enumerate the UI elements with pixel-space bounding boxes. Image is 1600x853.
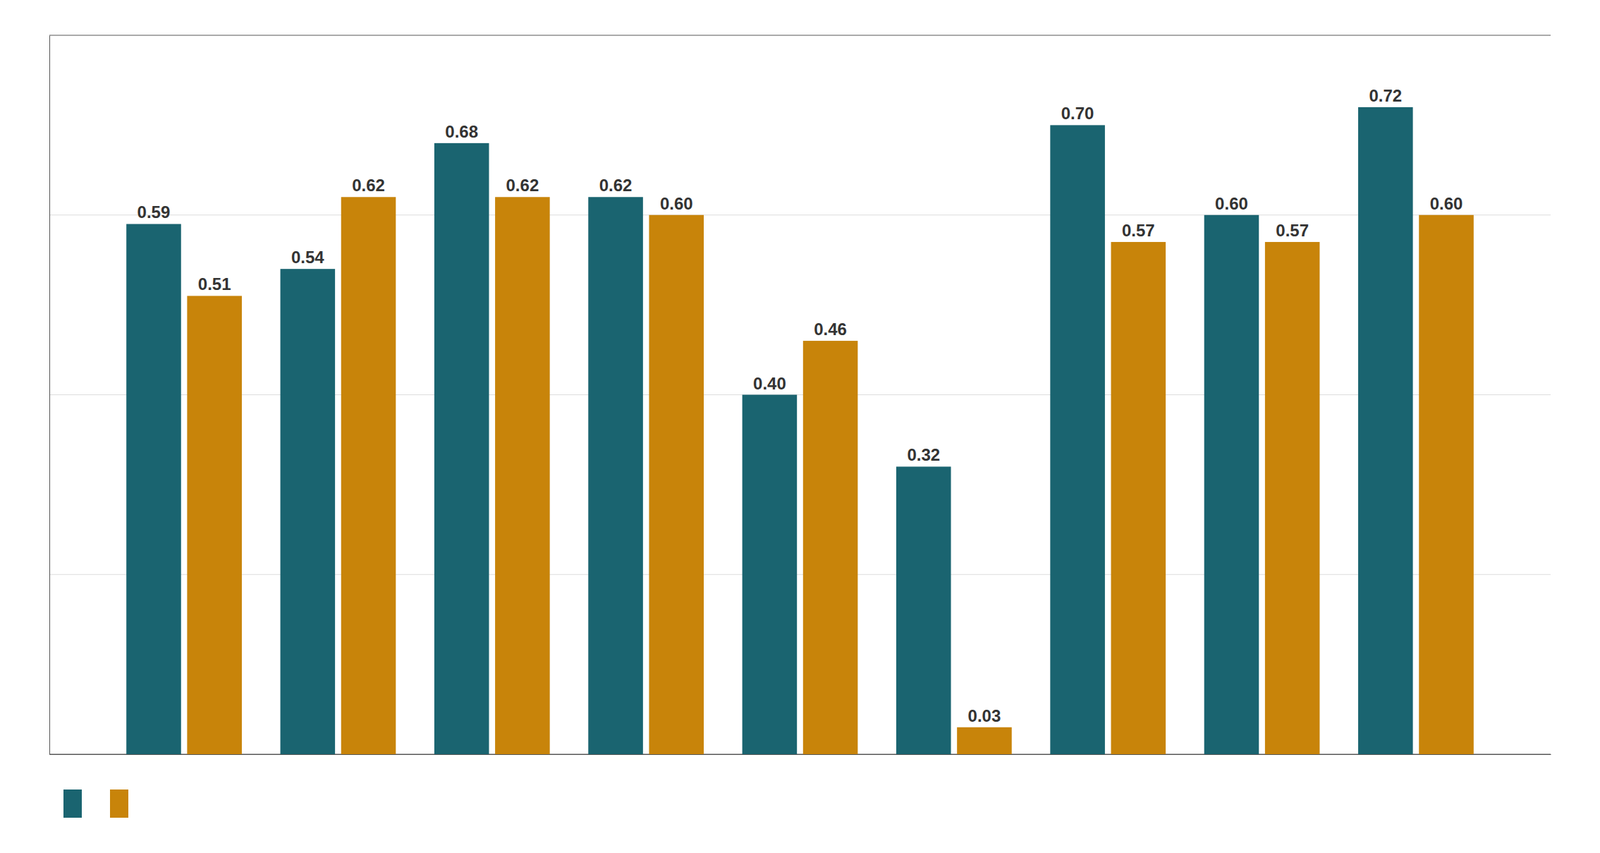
bar [588,196,644,754]
bar [280,268,336,754]
bar [1111,241,1167,754]
bar [1358,107,1414,754]
x-axis-line [50,753,1552,755]
data-label: 0.57 [1275,220,1309,240]
series [186,196,1474,754]
grid-line [49,753,1551,755]
y-axis-line [49,35,51,755]
bar [186,295,242,754]
bar [742,394,798,755]
y-axis [49,35,51,755]
data-label: 0.62 [351,175,386,195]
legend-swatch [110,789,129,818]
bar [495,196,551,754]
data-label: 0.46 [813,319,847,339]
bar [648,215,704,754]
bar [126,223,182,754]
data-label: 0.60 [1430,193,1464,213]
data-labels: 0.59 0.54 0.68 0.62 0.40 0.32 0.70 0.60 0.72 0.51… [137,86,1464,725]
data-label: 0.70 [1061,103,1095,123]
bar [341,196,397,754]
data-label: 0.32 [906,444,940,464]
bar [803,340,859,754]
data-label: 0.54 [291,247,325,267]
legend-swatch [63,789,82,818]
data-label: 0.62 [506,175,540,195]
grid-line [49,573,1551,575]
data-label: 0.60 [1214,193,1249,213]
bar [1418,215,1474,754]
grid-line [49,214,1551,216]
bars [126,107,1474,754]
grid [49,35,1551,754]
bar [1049,124,1105,754]
data-label: 0.57 [1121,220,1156,240]
data-label: 0.59 [137,202,171,222]
chart: 0.59 0.54 0.68 0.62 0.40 0.32 0.70 0.60 0.72 0.51… [0,0,1600,853]
bar [956,727,1012,754]
legend [63,789,129,818]
bar [896,466,952,754]
bar [1204,215,1260,754]
grid-line [49,394,1551,395]
data-label: 0.40 [753,373,787,393]
data-label: 0.62 [599,175,633,195]
data-label: 0.68 [444,121,479,142]
series [126,107,1413,754]
bar [434,143,490,754]
data-label: 0.03 [968,705,1002,725]
plot: 0.59 0.54 0.68 0.62 0.40 0.32 0.70 0.60 0.72 0.51… [49,35,1552,755]
bar [1265,241,1321,754]
grid-line [49,35,1551,36]
data-label: 0.51 [198,274,232,294]
x-axis [50,753,1552,756]
data-label: 0.60 [660,193,694,213]
data-label: 0.72 [1368,86,1402,106]
